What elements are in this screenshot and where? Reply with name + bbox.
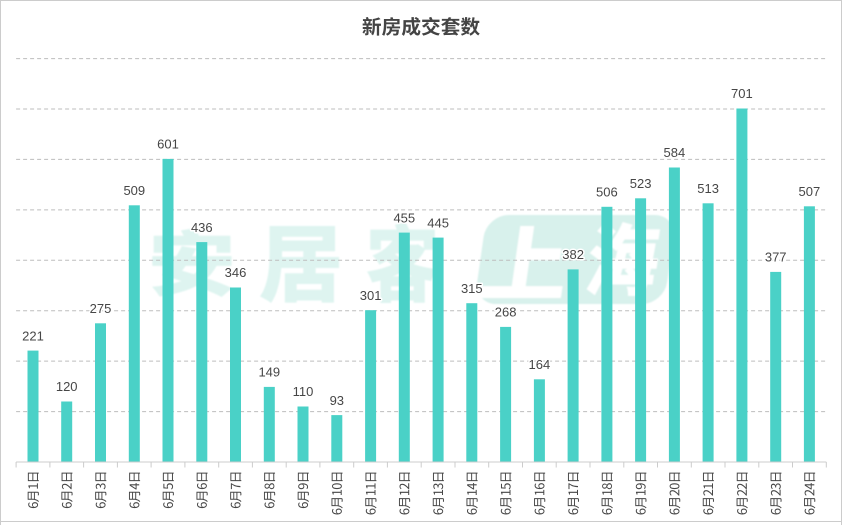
svg-text:509: 509: [123, 183, 145, 198]
svg-text:445: 445: [427, 215, 449, 230]
svg-text:221: 221: [22, 328, 44, 343]
svg-text:584: 584: [664, 145, 686, 160]
svg-text:701: 701: [731, 86, 753, 101]
svg-text:93: 93: [330, 393, 344, 408]
svg-text:523: 523: [630, 176, 652, 191]
svg-text:436: 436: [191, 220, 213, 235]
svg-text:149: 149: [258, 365, 280, 380]
svg-text:301: 301: [360, 288, 382, 303]
svg-text:507: 507: [799, 184, 821, 199]
svg-text:601: 601: [157, 137, 179, 152]
svg-text:164: 164: [529, 357, 551, 372]
svg-text:513: 513: [697, 181, 719, 196]
svg-text:110: 110: [293, 384, 314, 399]
svg-text:506: 506: [596, 185, 618, 200]
svg-text:275: 275: [90, 301, 112, 316]
svg-text:382: 382: [562, 247, 584, 262]
svg-text:346: 346: [225, 265, 247, 280]
svg-text:268: 268: [495, 305, 517, 320]
svg-text:377: 377: [765, 250, 787, 265]
svg-text:315: 315: [461, 281, 483, 296]
svg-text:455: 455: [393, 210, 415, 225]
svg-text:120: 120: [56, 379, 78, 394]
